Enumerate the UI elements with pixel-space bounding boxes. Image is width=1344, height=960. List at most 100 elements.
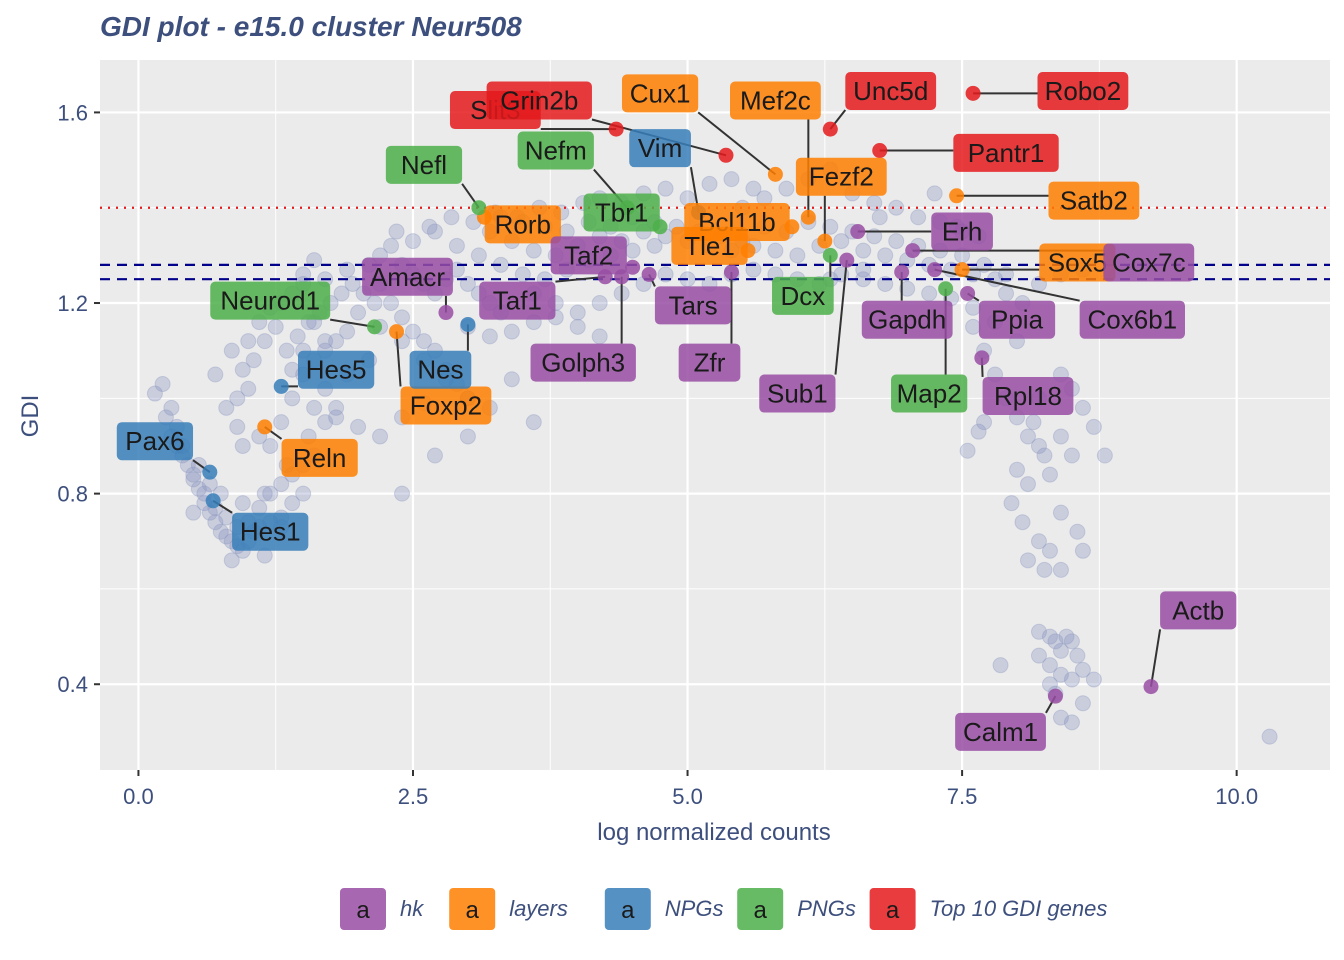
legend-swatch xyxy=(449,888,496,930)
gene-label-box xyxy=(891,374,968,413)
background-point xyxy=(591,328,608,345)
gene-label: Sub1 xyxy=(767,379,828,409)
gene-point xyxy=(960,285,976,301)
gene-label-box xyxy=(479,281,556,320)
gene-label: Erh xyxy=(942,217,982,247)
background-point xyxy=(871,209,888,226)
background-point xyxy=(1085,671,1102,688)
background-point xyxy=(383,295,400,312)
background-point xyxy=(1036,447,1053,464)
background-point xyxy=(284,495,301,512)
gene-label: Tbr1 xyxy=(595,197,648,227)
gene-label-box xyxy=(297,350,375,389)
gene-label-box xyxy=(845,71,937,110)
background-point xyxy=(767,242,784,259)
gene-label-box xyxy=(1048,181,1140,220)
background-point xyxy=(289,328,306,345)
gene-label-box xyxy=(583,193,660,232)
legend-glyph: a xyxy=(621,897,635,924)
background-point xyxy=(295,485,312,502)
gene-label: Gapdh xyxy=(868,305,946,335)
gene-label-box xyxy=(1037,71,1129,110)
background-point xyxy=(1030,533,1047,550)
background-point xyxy=(273,414,290,431)
label-connector xyxy=(1150,629,1162,687)
background-point xyxy=(421,218,438,235)
gene-label-box xyxy=(1039,243,1116,282)
background-point xyxy=(1052,709,1069,726)
background-point xyxy=(1069,647,1086,664)
background-point xyxy=(1009,461,1026,478)
background-point xyxy=(888,199,905,216)
gene-label: Map2 xyxy=(897,379,962,409)
background-point xyxy=(328,333,345,350)
gene-point xyxy=(839,252,855,268)
gene-point xyxy=(625,259,641,275)
background-point xyxy=(569,304,586,321)
gene-label: Zfr xyxy=(694,348,726,378)
gene-label: Satb2 xyxy=(1060,186,1128,216)
y-tick-label: 0.4 xyxy=(57,672,88,697)
background-point xyxy=(207,366,224,383)
background-point xyxy=(1063,714,1080,731)
label-connector xyxy=(555,275,606,283)
background-point xyxy=(1096,447,1113,464)
background-point xyxy=(1030,623,1047,640)
background-point xyxy=(459,428,476,445)
gene-label-box xyxy=(1103,243,1195,282)
background-point xyxy=(229,390,246,407)
x-tick-label: 7.5 xyxy=(947,784,978,809)
gene-label: Sox5 xyxy=(1048,248,1107,278)
background-point xyxy=(959,442,976,459)
gene-label-box xyxy=(385,145,463,184)
label-connector xyxy=(395,331,402,387)
gene-label-box xyxy=(982,376,1074,415)
gene-label-box xyxy=(1160,591,1237,630)
gene-label-box xyxy=(678,343,741,382)
gene-label-box xyxy=(400,386,492,425)
gene-label: Cux1 xyxy=(630,78,691,108)
gene-point xyxy=(1047,688,1063,704)
x-tick-label: 5.0 xyxy=(672,784,703,809)
gene-label-box xyxy=(953,133,1059,172)
background-point xyxy=(778,180,795,197)
gene-point xyxy=(367,319,383,335)
gene-label-box xyxy=(621,74,699,113)
background-point xyxy=(833,233,850,250)
background-point xyxy=(443,209,460,226)
background-point xyxy=(965,299,982,316)
gene-label: Mef2c xyxy=(740,86,811,116)
background-point xyxy=(256,485,273,502)
legend-label: layers xyxy=(509,896,568,921)
gene-label: Pax6 xyxy=(125,426,184,456)
background-point xyxy=(394,309,411,326)
background-point xyxy=(223,342,240,359)
legend-swatch xyxy=(604,888,651,930)
gene-point xyxy=(767,166,783,182)
background-point xyxy=(657,180,674,197)
gene-point xyxy=(974,350,990,366)
background-point xyxy=(388,223,405,240)
gene-label: Golph3 xyxy=(541,348,625,378)
background-point xyxy=(1058,628,1075,645)
background-point xyxy=(1041,542,1058,559)
background-point xyxy=(569,318,586,335)
background-point xyxy=(245,352,262,369)
background-point xyxy=(970,423,987,440)
gene-label: Calm1 xyxy=(963,717,1038,747)
y-axis-label: GDI xyxy=(17,395,44,438)
gene-point xyxy=(641,266,657,282)
background-point xyxy=(1036,561,1053,578)
legend-swatch xyxy=(869,888,916,930)
background-point xyxy=(1052,642,1069,659)
gene-label: Vim xyxy=(638,133,682,163)
gene-label-box xyxy=(931,212,993,251)
gene-point xyxy=(389,324,405,340)
background-point xyxy=(1047,633,1064,650)
gene-label-box xyxy=(978,300,1056,339)
gene-label: Cox7c xyxy=(1112,248,1186,278)
background-point xyxy=(877,247,894,264)
x-tick-label: 2.5 xyxy=(398,784,429,809)
background-point xyxy=(910,209,927,226)
background-point xyxy=(1025,414,1042,431)
